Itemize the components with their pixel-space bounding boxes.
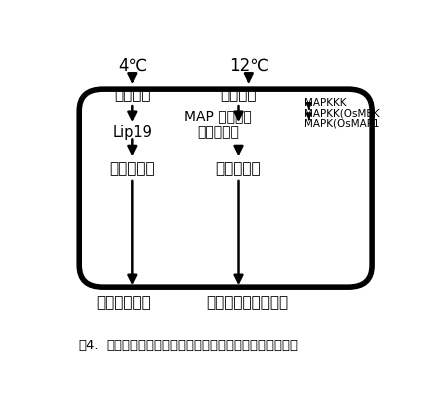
Text: MAPKKK: MAPKKK	[304, 98, 346, 108]
Text: 萉における発生異常: 萉における発生異常	[206, 295, 288, 310]
Text: センサー: センサー	[114, 87, 151, 102]
Text: センサー: センサー	[220, 87, 257, 102]
Text: MAPKK(OsMEK: MAPKK(OsMEK	[304, 108, 379, 118]
Text: MAP キナーゼ
カスケード: MAP キナーゼ カスケード	[184, 109, 252, 139]
Text: 異なる温度域におけるイネの低温シグナル伝達経路: 異なる温度域におけるイネの低温シグナル伝達経路	[107, 339, 299, 352]
Text: 低温枯死耕性: 低温枯死耕性	[96, 295, 151, 310]
Text: 遅伝子応答: 遅伝子応答	[216, 161, 261, 176]
FancyBboxPatch shape	[79, 89, 372, 287]
Text: Lip19: Lip19	[112, 125, 152, 140]
Text: 遅伝子応答: 遅伝子応答	[110, 161, 155, 176]
Text: MAPK(OsMAP1: MAPK(OsMAP1	[304, 118, 379, 128]
Text: 围4.: 围4.	[79, 339, 99, 352]
Text: 4℃: 4℃	[118, 57, 147, 75]
Text: 12℃: 12℃	[229, 57, 269, 75]
